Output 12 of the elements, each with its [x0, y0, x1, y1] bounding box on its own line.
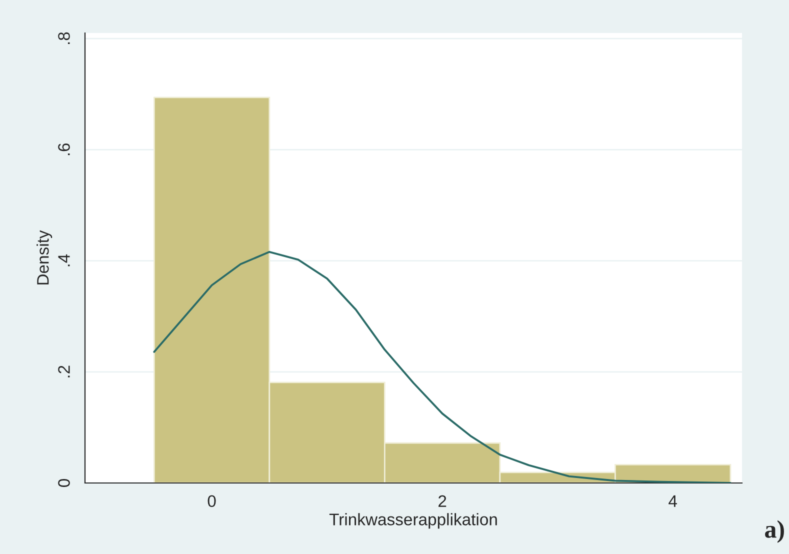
y-tick-label: .6 — [58, 143, 70, 156]
x-tick-label: 2 — [438, 495, 446, 507]
y-axis-title: Density — [36, 230, 52, 284]
line-series — [153, 250, 732, 483]
x-tick-label: 4 — [668, 495, 677, 507]
y-tick-label: .2 — [58, 366, 70, 378]
x-axis-title: Trinkwasserapplikation — [329, 513, 497, 529]
y-tick-label: .4 — [58, 254, 70, 266]
text: a) — [765, 520, 784, 543]
y-tick-label: 0 — [58, 479, 70, 487]
x-tick-label: 0 — [208, 495, 216, 508]
y-tick-label: .8 — [58, 32, 70, 44]
